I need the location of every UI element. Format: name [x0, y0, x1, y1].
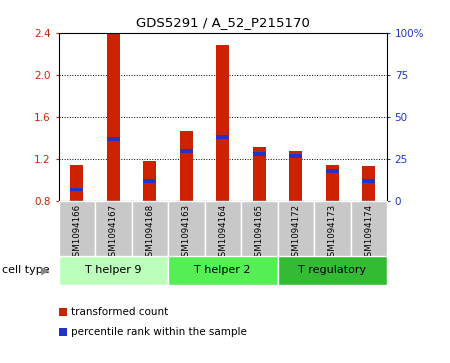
Text: cell type: cell type	[2, 265, 50, 276]
Bar	[144, 162, 156, 201]
Bar	[144, 179, 156, 183]
Bar	[326, 164, 339, 201]
Bar	[289, 154, 302, 158]
Text: transformed count: transformed count	[71, 307, 168, 317]
Bar	[241, 201, 278, 256]
Bar	[278, 256, 387, 285]
Text: percentile rank within the sample: percentile rank within the sample	[71, 327, 247, 337]
Text: GSM1094173: GSM1094173	[328, 204, 337, 262]
Bar	[216, 135, 229, 139]
Text: GSM1094172: GSM1094172	[291, 204, 300, 262]
Text: GSM1094165: GSM1094165	[255, 204, 264, 262]
Bar	[362, 179, 375, 183]
Text: T helper 9: T helper 9	[85, 265, 141, 276]
Bar	[107, 137, 120, 141]
Bar	[95, 201, 131, 256]
Text: GSM1094167: GSM1094167	[109, 204, 118, 262]
Bar	[70, 188, 83, 192]
Text: GSM1094166: GSM1094166	[72, 204, 81, 262]
Text: GSM1094163: GSM1094163	[182, 204, 191, 262]
Bar	[326, 169, 339, 173]
Text: T regulatory: T regulatory	[298, 265, 366, 276]
Bar	[70, 164, 83, 201]
Bar	[107, 33, 120, 201]
Bar	[168, 256, 278, 285]
Bar	[58, 256, 168, 285]
Bar	[180, 149, 193, 153]
Bar	[314, 201, 351, 256]
Bar	[216, 45, 229, 201]
Text: T helper 2: T helper 2	[194, 265, 251, 276]
Bar	[180, 131, 193, 201]
Text: GSM1094174: GSM1094174	[364, 204, 373, 262]
Text: ▶: ▶	[41, 265, 50, 276]
Bar	[253, 152, 266, 156]
Bar	[204, 201, 241, 256]
Text: GSM1094168: GSM1094168	[145, 204, 154, 262]
Title: GDS5291 / A_52_P215170: GDS5291 / A_52_P215170	[136, 16, 310, 29]
Bar	[362, 166, 375, 201]
Bar	[351, 201, 387, 256]
Text: GSM1094164: GSM1094164	[218, 204, 227, 262]
Bar	[168, 201, 204, 256]
Bar	[131, 201, 168, 256]
Bar	[278, 201, 314, 256]
Bar	[58, 201, 95, 256]
Bar	[289, 151, 302, 201]
Bar	[253, 147, 266, 201]
